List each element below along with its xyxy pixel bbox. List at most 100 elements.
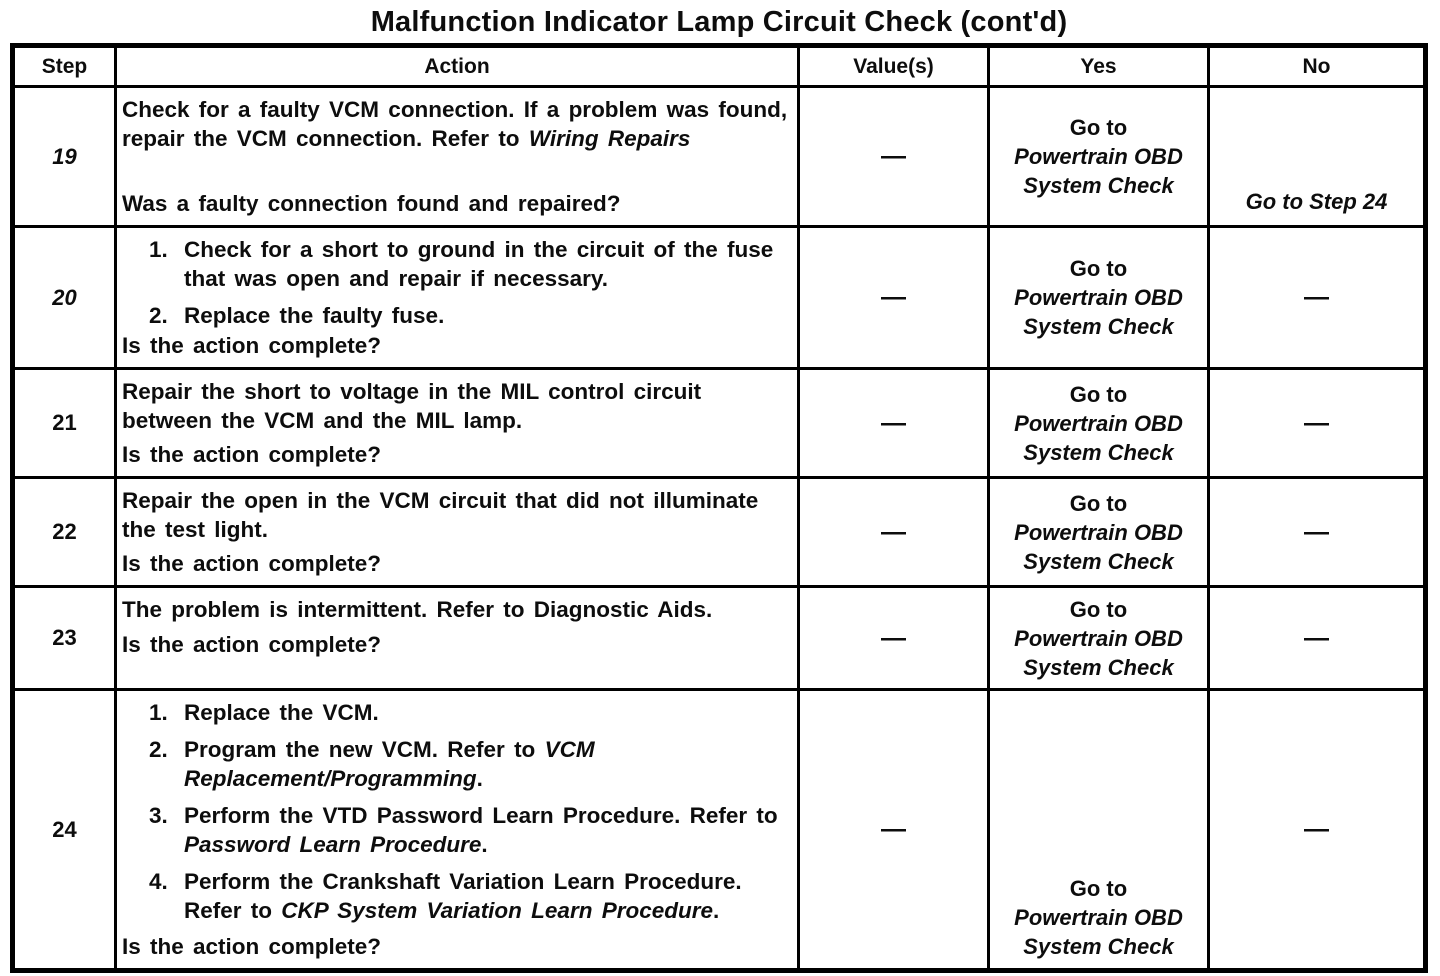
action-text: Check for a faulty VCM connection. If a …: [122, 95, 797, 153]
no-dash: —: [1304, 517, 1329, 546]
goto-ref-line1: Powertrain OBD: [1014, 410, 1183, 436]
manual-page: Malfunction Indicator Lamp Circuit Check…: [10, 6, 1428, 973]
list-number: 2.: [149, 303, 168, 328]
value-dash: —: [881, 408, 906, 437]
action-cell: Repair the open in the VCM circuit that …: [117, 479, 800, 585]
table-row-step-23: 23 The problem is intermittent. Refer to…: [15, 588, 1423, 691]
list-item-text-main: Perform the VTD Password Learn Procedure…: [184, 803, 778, 828]
header-label-step: Step: [41, 54, 88, 78]
step-number: 20: [52, 284, 77, 310]
no-cell: —: [1210, 691, 1423, 968]
header-cell-yes: Yes: [990, 48, 1210, 85]
table-row-step-19: 19 Check for a faulty VCM connection. If…: [15, 88, 1423, 228]
action-question: Was a faulty connection found and repair…: [122, 191, 621, 216]
step-cell: 23: [15, 588, 117, 688]
goto-ref-line2: System Check: [1023, 173, 1174, 198]
action-question: Is the action complete?: [122, 551, 382, 576]
goto-ref-line2: System Check: [1023, 314, 1174, 339]
list-number: 3.: [149, 803, 168, 828]
list-item-text-tail: .: [476, 766, 483, 791]
value-cell: —: [800, 588, 990, 688]
action-list-item: 2. Replace the faulty fuse.: [122, 301, 797, 330]
action-cell: 1. Check for a short to ground in the cir…: [117, 228, 800, 367]
no-cell: —: [1210, 479, 1423, 585]
list-item-text-tail: .: [713, 898, 720, 923]
step-cell: 22: [15, 479, 117, 585]
list-item-text-ref: Password Learn Procedure: [184, 832, 482, 857]
action-text-main: Check for a faulty VCM connection. If a …: [122, 97, 788, 151]
goto-ref-line1: Powertrain OBD: [1014, 625, 1183, 651]
action-text-ref: Wiring Repairs: [528, 126, 691, 151]
yes-cell: Go to Powertrain OBD System Check: [990, 370, 1210, 476]
diagnostic-table: Step Action Value(s) Yes No 19 Check for…: [10, 43, 1428, 973]
step-number: 23: [52, 625, 77, 650]
header-label-yes: Yes: [1080, 54, 1117, 78]
step-cell: 24: [15, 691, 117, 968]
list-item-text: Replace the faulty fuse.: [184, 303, 445, 328]
goto-label: Go to: [1069, 490, 1128, 516]
action-list-item: 1. Check for a short to ground in the cir…: [122, 235, 797, 293]
header-cell-action: Action: [117, 48, 800, 85]
goto-ref-line2: System Check: [1023, 548, 1174, 574]
list-number: 1.: [149, 700, 168, 725]
list-item-text-main: Program the new VCM. Refer to: [184, 737, 545, 762]
list-item-text: Replace the VCM.: [184, 700, 379, 725]
header-label-values: Value(s): [853, 54, 934, 78]
list-item-text-tail: .: [481, 832, 488, 857]
action-cell: 1. Replace the VCM. 2. Program the new VCM…: [117, 691, 800, 968]
step-number: 21: [52, 410, 77, 435]
table-header-row: Step Action Value(s) Yes No: [15, 48, 1423, 88]
goto-reference: Go to Powertrain OBD System Check: [1014, 874, 1183, 961]
header-label-no: No: [1302, 54, 1331, 78]
step-cell: 21: [15, 370, 117, 476]
goto-ref-line1: Powertrain OBD: [1014, 519, 1183, 545]
value-dash: —: [881, 517, 906, 546]
step-number: 24: [52, 816, 77, 842]
no-cell: —: [1210, 228, 1423, 367]
value-cell: —: [800, 370, 990, 476]
goto-reference: Go to Powertrain OBD System Check: [1014, 595, 1183, 682]
value-dash: —: [881, 142, 906, 170]
header-cell-no: No: [1210, 48, 1423, 85]
value-cell: —: [800, 479, 990, 585]
list-item-text: Perform the Crankshaft Variation Learn P…: [184, 867, 797, 925]
action-list-item: 4. Perform the Crankshaft Variation Learn…: [122, 867, 797, 925]
action-list-item: 1. Replace the VCM.: [122, 698, 797, 727]
list-number: 4.: [149, 869, 168, 894]
header-label-action: Action: [424, 54, 490, 78]
no-cell: —: [1210, 588, 1423, 688]
action-list-item: 3. Perform the VTD Password Learn Procedu…: [122, 801, 797, 859]
action-text: Repair the open in the VCM circuit that …: [122, 488, 759, 542]
goto-label: Go to: [1069, 256, 1128, 281]
no-goto-step: Go to Step 24: [1245, 189, 1388, 214]
goto-ref-line2: System Check: [1023, 934, 1174, 959]
value-dash: —: [881, 623, 906, 652]
yes-cell: Go to Powertrain OBD System Check: [990, 88, 1210, 225]
table-row-step-22: 22 Repair the open in the VCM circuit th…: [15, 479, 1423, 588]
list-item-text: Perform the VTD Password Learn Procedure…: [184, 801, 786, 859]
page-title: Malfunction Indicator Lamp Circuit Check…: [370, 6, 1068, 38]
no-cell: —: [1210, 370, 1423, 476]
list-item-text-ref: CKP System Variation Learn Procedure: [281, 898, 713, 923]
goto-ref-line1: Powertrain OBD: [1014, 144, 1183, 169]
header-cell-step: Step: [15, 48, 117, 85]
no-cell: Go to Step 24: [1210, 88, 1423, 225]
header-cell-values: Value(s): [800, 48, 990, 85]
value-cell: —: [800, 88, 990, 225]
yes-cell: Go to Powertrain OBD System Check: [990, 691, 1210, 968]
goto-ref-line1: Powertrain OBD: [1014, 905, 1183, 930]
no-dash: —: [1304, 623, 1329, 652]
no-dash: —: [1304, 815, 1329, 843]
goto-label: Go to: [1069, 596, 1128, 622]
goto-ref-line2: System Check: [1023, 439, 1174, 465]
action-cell: The problem is intermittent. Refer to Di…: [117, 588, 800, 688]
list-item-text-ref: VCM Replacement/Programming: [184, 737, 595, 791]
table-row-step-21: 21 Repair the short to voltage in the MI…: [15, 370, 1423, 479]
list-number: 2.: [149, 737, 168, 762]
step-number: 19: [52, 143, 77, 169]
goto-label: Go to: [1069, 381, 1128, 407]
goto-reference: Go to Powertrain OBD System Check: [1014, 254, 1183, 341]
list-number: 1.: [149, 237, 168, 262]
goto-reference: Go to Powertrain OBD System Check: [1014, 113, 1183, 200]
step-number: 22: [52, 519, 77, 544]
